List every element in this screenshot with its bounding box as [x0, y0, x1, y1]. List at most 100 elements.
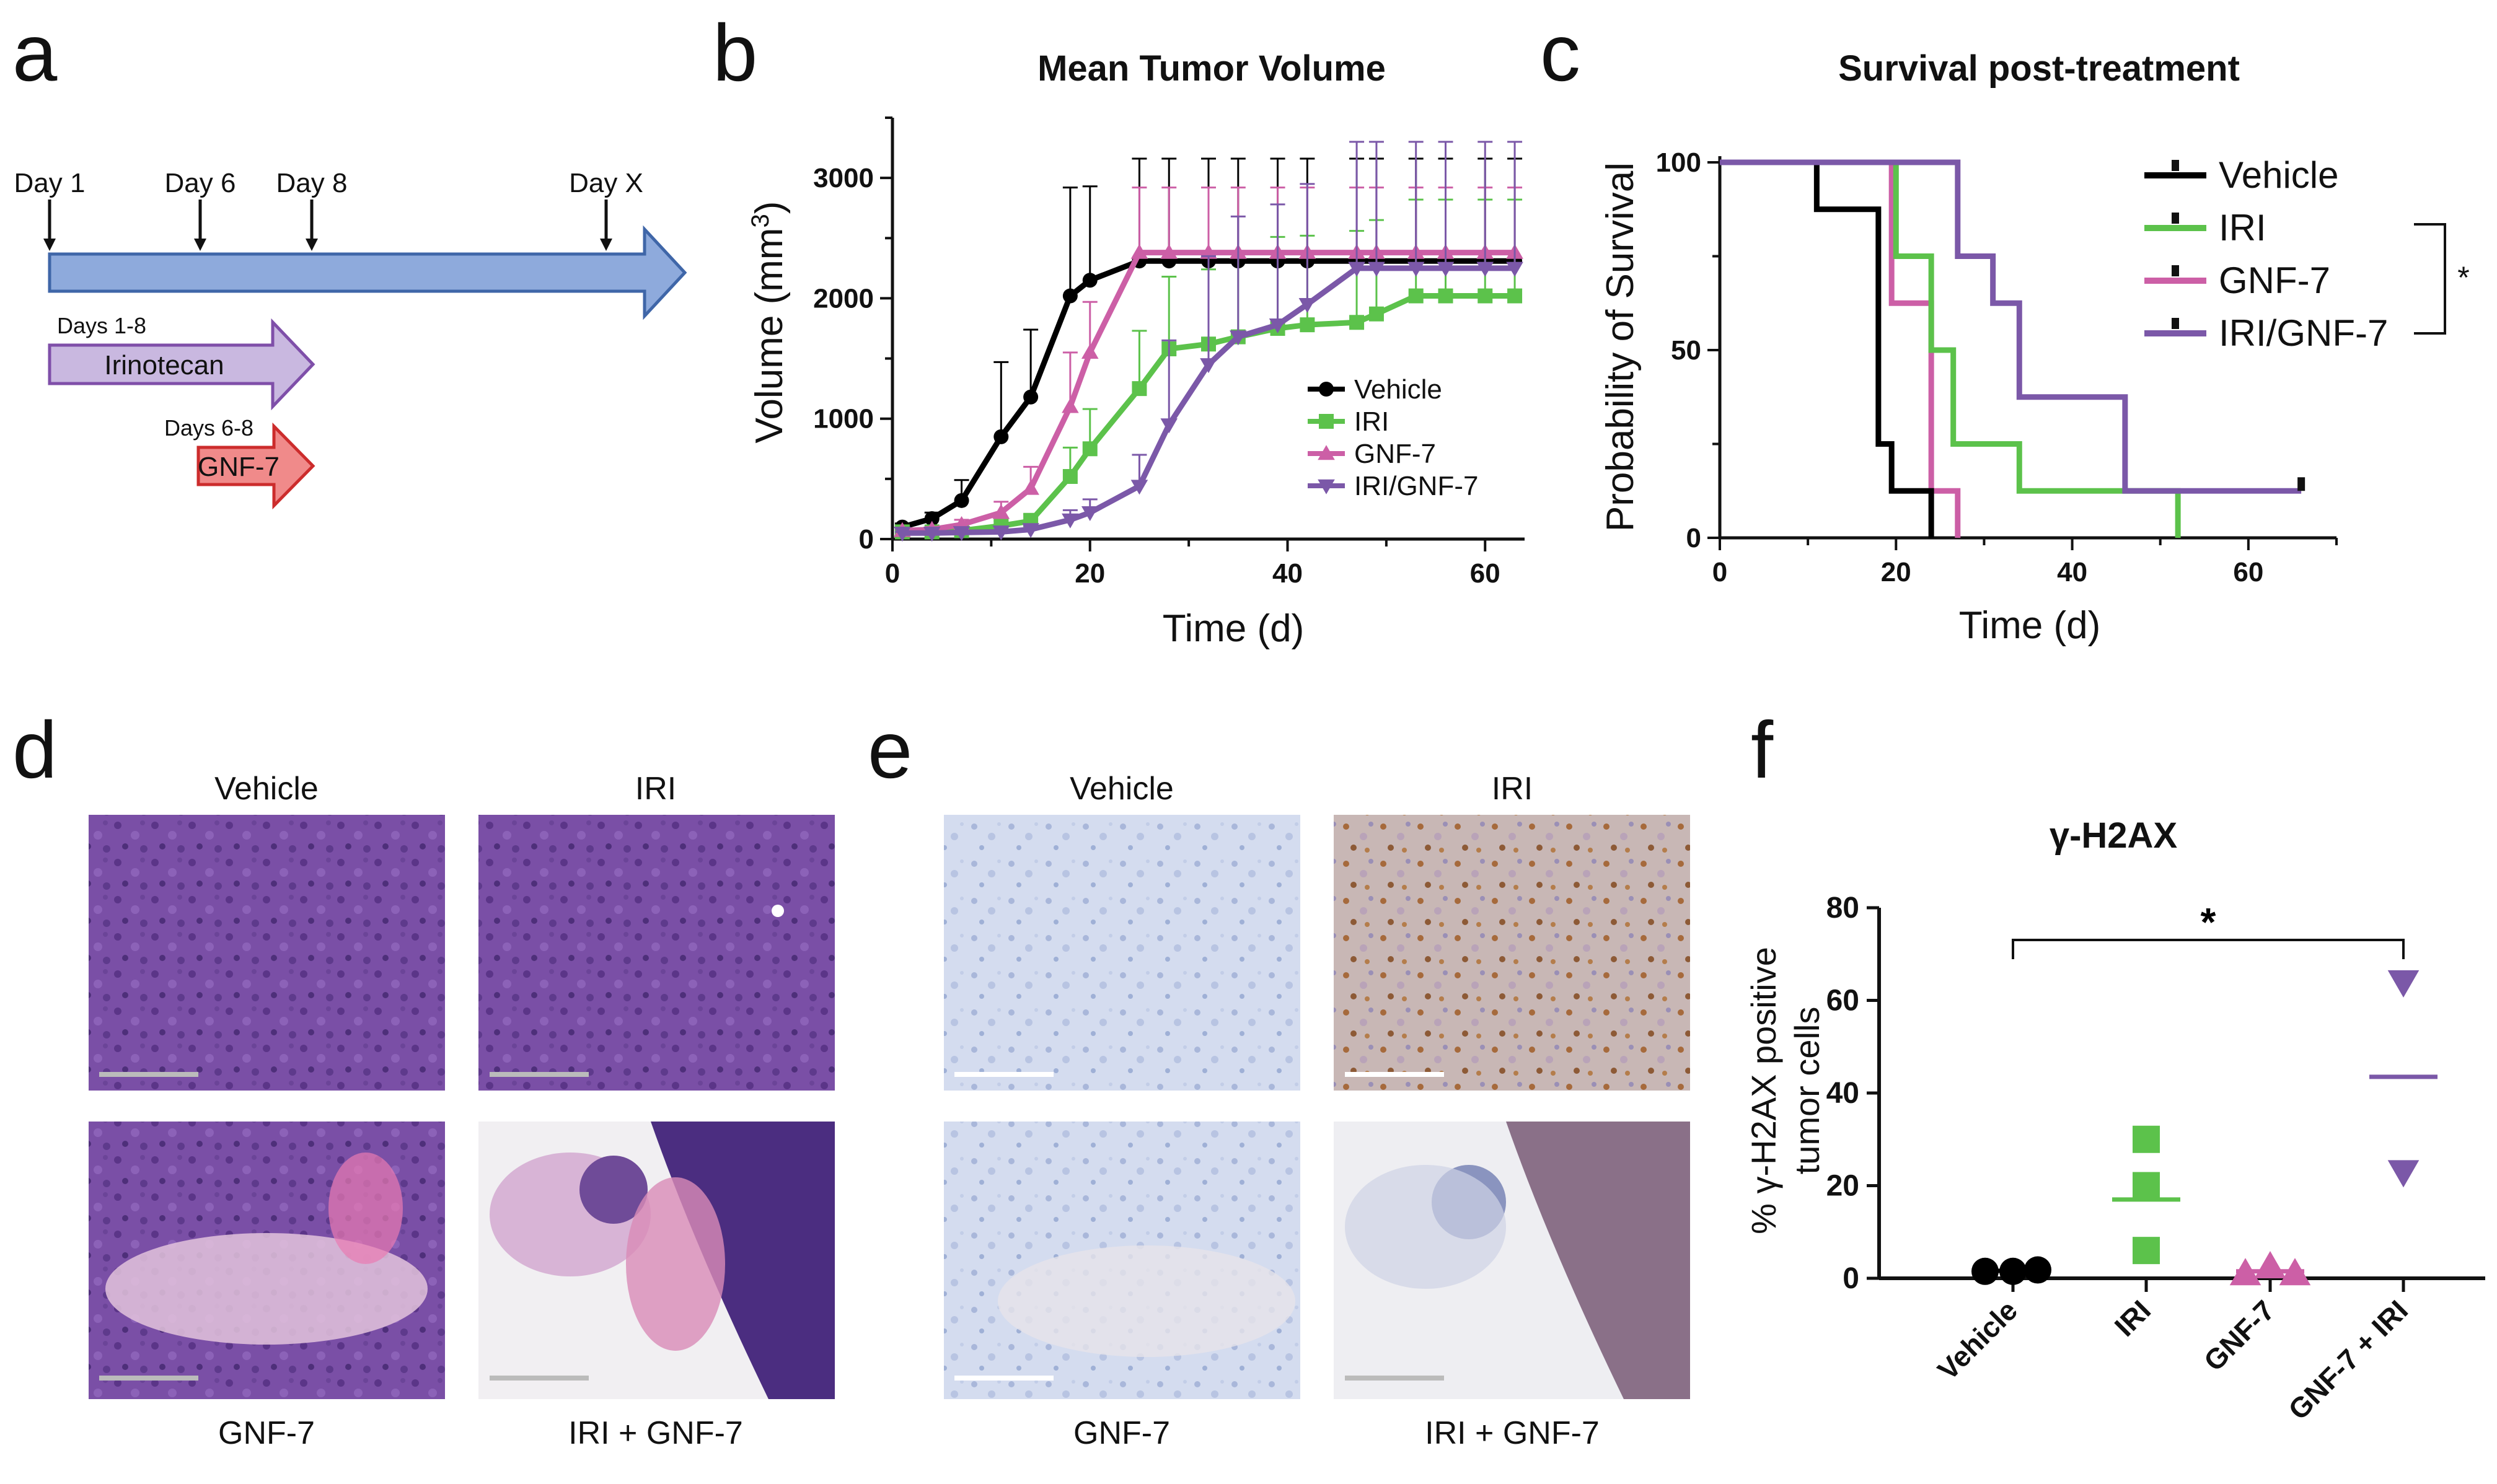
legend-entry-iri: IRI: [1308, 406, 1389, 437]
data-point: [1160, 418, 1178, 434]
panel-d-label-gnf7: GNF-7: [218, 1415, 315, 1451]
x-category-label: IRI: [2108, 1294, 2157, 1342]
y-tick-label: 50: [1671, 335, 1701, 366]
censor-mark: [2297, 477, 2305, 491]
legend-entry-combo: IRI/GNF-7: [2144, 312, 2388, 354]
legend-label: Vehicle: [1354, 374, 1442, 405]
day-label-8: Day 8: [276, 168, 348, 198]
data-point: [1348, 261, 1365, 277]
data-point: [1200, 244, 1217, 259]
group-vehicle: [1971, 1256, 2051, 1285]
data-point: [1971, 1257, 1999, 1285]
legend-entry-gnf7: GNF-7: [2144, 260, 2330, 301]
data-point: [1298, 297, 1316, 313]
data-point: [1999, 1257, 2027, 1285]
data-point: [894, 527, 911, 542]
day-marker-1: Day 1: [14, 168, 86, 251]
legend-entry-iri: IRI: [2144, 207, 2266, 248]
panel-letter-e: e: [868, 705, 912, 795]
chart-f-plot: 0 20 40 60 80 Vehicle IRI GNF-7 GNF-7 + IRI *: [1826, 892, 2485, 1426]
data-point: [923, 527, 941, 542]
data-point: [1062, 468, 1078, 484]
data-point: [993, 429, 1009, 444]
data-point: [924, 511, 940, 526]
y-tick-label: 3000: [813, 163, 874, 193]
panel-letter-d: d: [12, 705, 57, 795]
y-tick-label: 1000: [813, 404, 874, 434]
x-tick-label: 60: [2233, 557, 2263, 587]
legend-marker: [1318, 479, 1335, 494]
km-curve-vehicle: [1720, 159, 1934, 538]
gnf7-label: GNF-7: [198, 452, 280, 482]
ihc-image-vehicle: [944, 815, 1300, 1091]
x-tick-label: 0: [1712, 557, 1727, 587]
panel-d-label-combo: IRI + GNF-7: [568, 1415, 743, 1451]
panel-letter-a: a: [12, 7, 58, 98]
day-label-1: Day 1: [14, 168, 86, 198]
data-point: [2133, 1125, 2160, 1153]
data-point: [1438, 288, 1453, 304]
irinotecan-days: Days 1-8: [57, 313, 146, 338]
y-tick-label: 20: [1826, 1170, 1859, 1203]
series-combo: [894, 141, 1523, 542]
legend-marker: [2172, 160, 2179, 171]
data-point: [1269, 318, 1287, 333]
data-point: [1349, 315, 1365, 330]
x-tick-label: 40: [2057, 557, 2087, 587]
legend-entry-gnf7: GNF-7: [1308, 439, 1436, 469]
data-point: [1130, 480, 1148, 495]
data-point: [1081, 506, 1099, 522]
gnf7-days: Days 6-8: [164, 415, 253, 441]
legend-marker: [2172, 265, 2179, 276]
panel-a: a Day 1 Day 6 Day 8 Day X Days 1-8 Irino…: [12, 7, 687, 510]
data-point: [1022, 480, 1039, 495]
data-point: [1437, 261, 1455, 277]
significance-bracket: [2414, 223, 2446, 335]
data-point: [1082, 441, 1098, 457]
legend-label: IRI: [1354, 406, 1389, 437]
x-tick-label: 20: [1881, 557, 1911, 587]
panel-d-label-iri: IRI: [635, 771, 676, 807]
x-category-label: Vehicle: [1931, 1294, 2024, 1386]
legend-marker: [2172, 213, 2179, 224]
data-point: [1300, 317, 1315, 333]
data-point: [1132, 381, 1147, 397]
data-point: [1230, 330, 1247, 346]
legend-entry-vehicle: Vehicle: [1308, 374, 1442, 405]
chart-f-ylabel-line2: tumor cells: [1787, 1007, 1826, 1175]
chart-b-xlabel: Time (d): [1163, 607, 1304, 650]
x-tick-label: 0: [885, 558, 900, 589]
chart-c-title: Survival post-treatment: [1838, 48, 2240, 89]
legend-label: IRI/GNF-7: [2219, 312, 2388, 354]
gnf7-arrow: [196, 422, 315, 510]
x-tick-label: 60: [1470, 558, 1500, 589]
data-point: [953, 526, 971, 542]
significance-star: *: [2457, 260, 2469, 295]
data-point: [2133, 1172, 2160, 1200]
day-marker-6: Day 6: [165, 168, 236, 251]
legend-marker: [1319, 382, 1334, 397]
legend-entry-combo: IRI/GNF-7: [1308, 471, 1478, 501]
legend-label: GNF-7: [2219, 260, 2330, 301]
data-point: [1507, 288, 1523, 304]
data-point: [1407, 261, 1425, 277]
x-category-label: GNF-7 + IRI: [2282, 1294, 2414, 1426]
chart-b-plot: 0 20 40 60 0 1000 2000 3000 VehicleIRIGNF-7IRI/G…: [813, 116, 1525, 589]
km-curve-combo: [1720, 159, 2302, 494]
ihc-image-gnf7: [944, 1122, 1300, 1399]
chart-c-ylabel: Probability of Survival: [1599, 162, 1642, 532]
legend-label: Vehicle: [2219, 154, 2338, 196]
data-point: [2387, 1160, 2420, 1188]
panel-b: b Mean Tumor Volume Time (d) Volume (mm3…: [713, 7, 1525, 650]
day-marker-8: Day 8: [276, 168, 348, 251]
day-marker-x: Day X: [569, 168, 643, 251]
legend-marker: [1318, 445, 1335, 460]
data-point: [1062, 513, 1079, 529]
data-point: [1476, 261, 1494, 277]
data-point: [1368, 261, 1385, 277]
panel-d: d Vehicle IRI GNF-7 IRI + GNF-7: [12, 705, 835, 1451]
km-curve-gnf7: [1720, 159, 1961, 538]
legend-entry-vehicle: Vehicle: [2144, 154, 2338, 196]
data-point: [1506, 261, 1523, 277]
